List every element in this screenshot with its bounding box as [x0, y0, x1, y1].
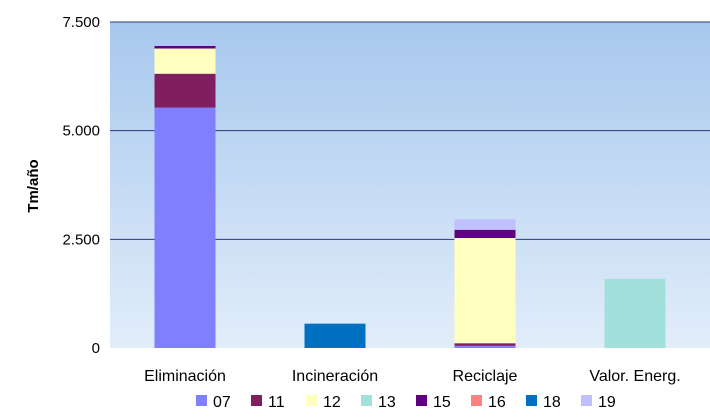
x-category-label: Reciclaje: [453, 368, 518, 385]
bars: [154, 45, 666, 348]
legend: 07 11 12 13 15 16 18 19: [196, 394, 616, 411]
legend-label: 11: [268, 394, 285, 411]
legend-label: 19: [598, 394, 616, 411]
y-axis-title: Tm/año: [25, 159, 42, 212]
bar-segment-15: [154, 45, 216, 49]
bar-segment-11: [154, 73, 216, 108]
legend-swatch-11: [251, 395, 262, 406]
bar-segment-07: [154, 107, 216, 348]
bar-segment-18: [304, 323, 366, 348]
y-tick-label: 7.500: [62, 14, 100, 31]
x-axis: Eliminación Incineración Reciclaje Valor. E…: [144, 368, 681, 385]
bar-segment-12: [154, 48, 216, 74]
y-axis: 0 2.500 5.000 7.500: [62, 14, 100, 357]
y-tick-label: 5.000: [62, 123, 100, 140]
legend-swatch-12: [306, 395, 317, 406]
legend-swatch-07: [196, 395, 207, 406]
bar-segment-19: [454, 219, 516, 230]
bar-segment-11: [454, 343, 516, 346]
legend-swatch-18: [526, 395, 537, 406]
bar-segment-07: [454, 345, 516, 348]
bar-segment-12: [454, 238, 516, 344]
legend-label: 18: [543, 394, 561, 411]
legend-swatch-13: [361, 395, 372, 406]
bar-segment-19: [154, 45, 216, 46]
x-category-label: Eliminación: [144, 368, 226, 385]
bar-segment-15: [454, 229, 516, 239]
y-tick-label: 2.500: [62, 231, 100, 248]
legend-label: 07: [213, 394, 231, 411]
legend-swatch-15: [416, 395, 427, 406]
legend-swatch-19: [581, 395, 592, 406]
bar-segment-13: [604, 278, 666, 348]
legend-label: 13: [378, 394, 396, 411]
legend-label: 16: [488, 394, 506, 411]
x-category-label: Valor. Energ.: [589, 368, 680, 385]
legend-label: 12: [323, 394, 341, 411]
legend-swatch-16: [471, 395, 482, 406]
x-category-label: Incineración: [292, 368, 378, 385]
legend-label: 15: [433, 394, 451, 411]
y-tick-label: 0: [92, 340, 100, 357]
